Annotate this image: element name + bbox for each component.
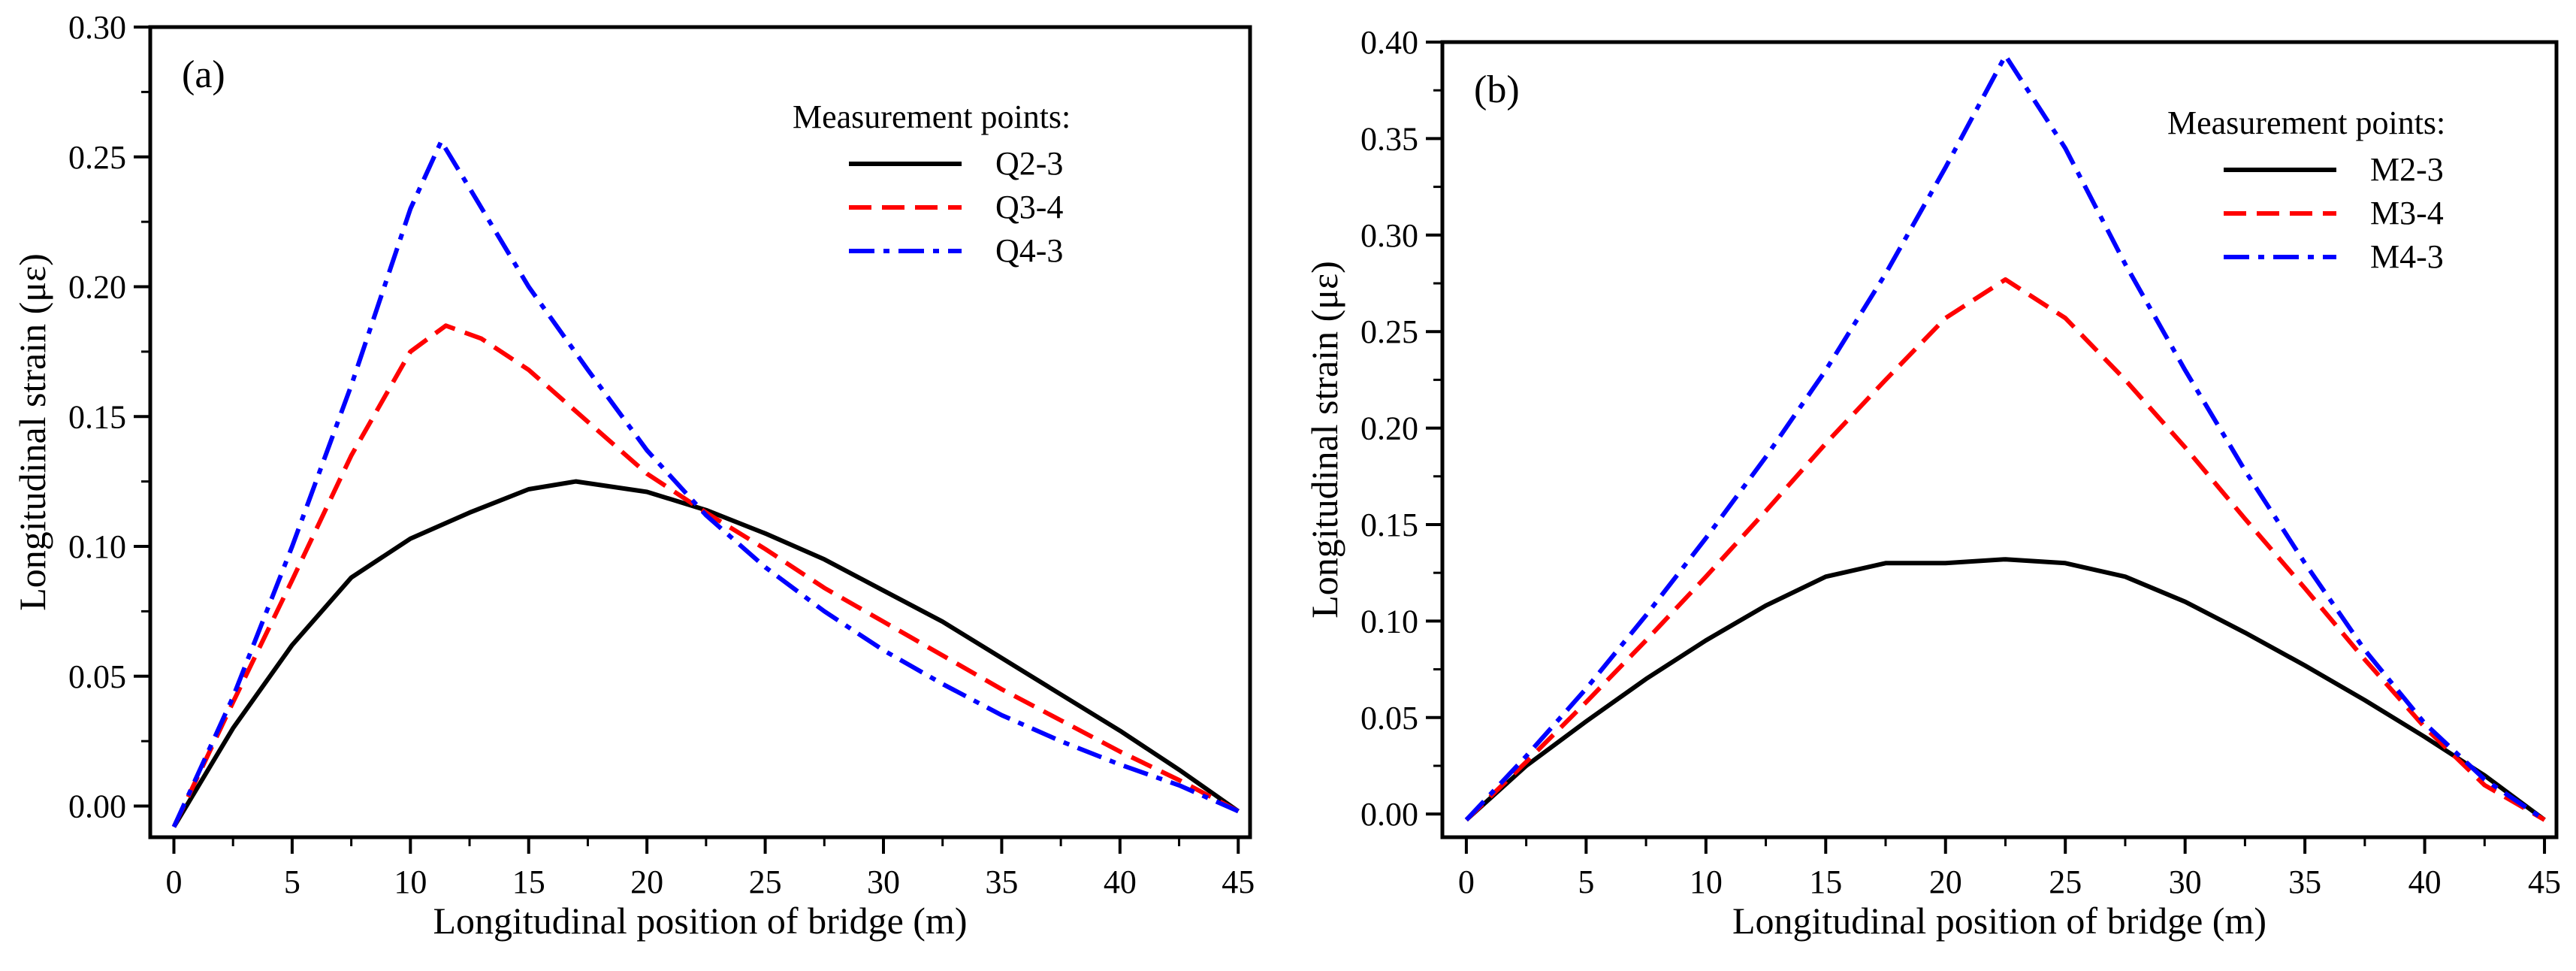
x-tick-label: 20 [630, 864, 663, 900]
x-tick-label: 15 [512, 864, 545, 900]
y-tick-label: 0.30 [1360, 217, 1418, 254]
x-tick-label: 40 [2408, 864, 2442, 900]
x-tick-label: 0 [1458, 864, 1475, 900]
y-tick-label: 0.30 [68, 9, 126, 46]
y-tick-label: 0.20 [68, 269, 126, 306]
legend-title: Measurement points: [2167, 104, 2445, 141]
legend-entry-label: Q2-3 [995, 145, 1063, 182]
y-tick-label: 0.20 [1360, 410, 1418, 447]
x-tick-label: 0 [165, 864, 182, 900]
y-tick-label: 0.00 [1360, 796, 1418, 833]
x-tick-label: 5 [284, 864, 300, 900]
y-tick-label: 0.00 [68, 788, 126, 825]
legend-entry-label: M3-4 [2370, 195, 2444, 231]
x-tick-label: 10 [394, 864, 427, 900]
chart-panel-b: 0 5 10 15 20 25 30 35 40 45 0.00 0.05 0.10 0.15 0.20 0.… [1303, 24, 2561, 942]
y-tick-label: 0.40 [1360, 24, 1418, 61]
panel-label: (a) [182, 53, 225, 96]
legend-entry-label: Q3-4 [995, 189, 1063, 225]
plot-frame [1440, 40, 2559, 839]
x-tick-label: 40 [1104, 864, 1137, 900]
series-line-q2-3 [171, 479, 1240, 828]
legend-title: Measurement points: [793, 98, 1071, 135]
y-tick-label: 0.35 [1360, 120, 1418, 157]
x-tick-label: 30 [867, 864, 900, 900]
panel-label: (b) [1474, 68, 1520, 111]
plot-frame [148, 25, 1252, 839]
x-tick-label: 15 [1809, 864, 1842, 900]
x-axis-label: Longitudinal position of bridge (m) [433, 900, 967, 942]
x-tick-label: 20 [1929, 864, 1962, 900]
x-tick-label: 45 [2528, 864, 2561, 900]
series-line-q4-3 [171, 139, 1240, 828]
legend-entry-label: Q4-3 [995, 232, 1063, 269]
y-tick-label: 0.10 [68, 528, 126, 565]
x-tick-label: 35 [985, 864, 1018, 900]
y-tick-label: 0.15 [68, 398, 126, 435]
y-tick-label: 0.25 [68, 139, 126, 176]
x-tick-label: 35 [2288, 864, 2321, 900]
series-line-m2-3 [1464, 557, 2546, 822]
x-tick-label: 25 [749, 864, 782, 900]
series-line-m4-3 [1464, 53, 2546, 822]
legend: Measurement points: M2-3 M3-4 M4-3 [2167, 104, 2445, 275]
x-tick-label: 5 [1578, 864, 1594, 900]
x-axis-label: Longitudinal position of bridge (m) [1732, 900, 2266, 942]
x-tick-label: 30 [2169, 864, 2202, 900]
y-tick-label: 0.05 [68, 658, 126, 695]
x-tick-label: 25 [2049, 864, 2082, 900]
y-tick-label: 0.25 [1360, 313, 1418, 350]
series-line-m3-4 [1464, 277, 2546, 822]
legend: Measurement points: Q2-3 Q3-4 Q4-3 [793, 98, 1071, 269]
chart-panel-a: 0 5 10 15 20 25 30 35 40 45 0.00 0.05 0.10 0.15 0.20 0.… [11, 9, 1255, 942]
y-axis-label: Longitudinal strain (με) [1303, 261, 1345, 619]
x-tick-label: 10 [1690, 864, 1723, 900]
y-tick-label: 0.15 [1360, 507, 1418, 543]
y-tick-label: 0.05 [1360, 700, 1418, 737]
series-line-q3-4 [171, 323, 1240, 828]
y-axis-label: Longitudinal strain (με) [11, 253, 53, 611]
legend-entry-label: M2-3 [2370, 151, 2444, 188]
x-tick-label: 45 [1222, 864, 1255, 900]
legend-entry-label: M4-3 [2370, 238, 2444, 275]
y-tick-label: 0.10 [1360, 603, 1418, 640]
